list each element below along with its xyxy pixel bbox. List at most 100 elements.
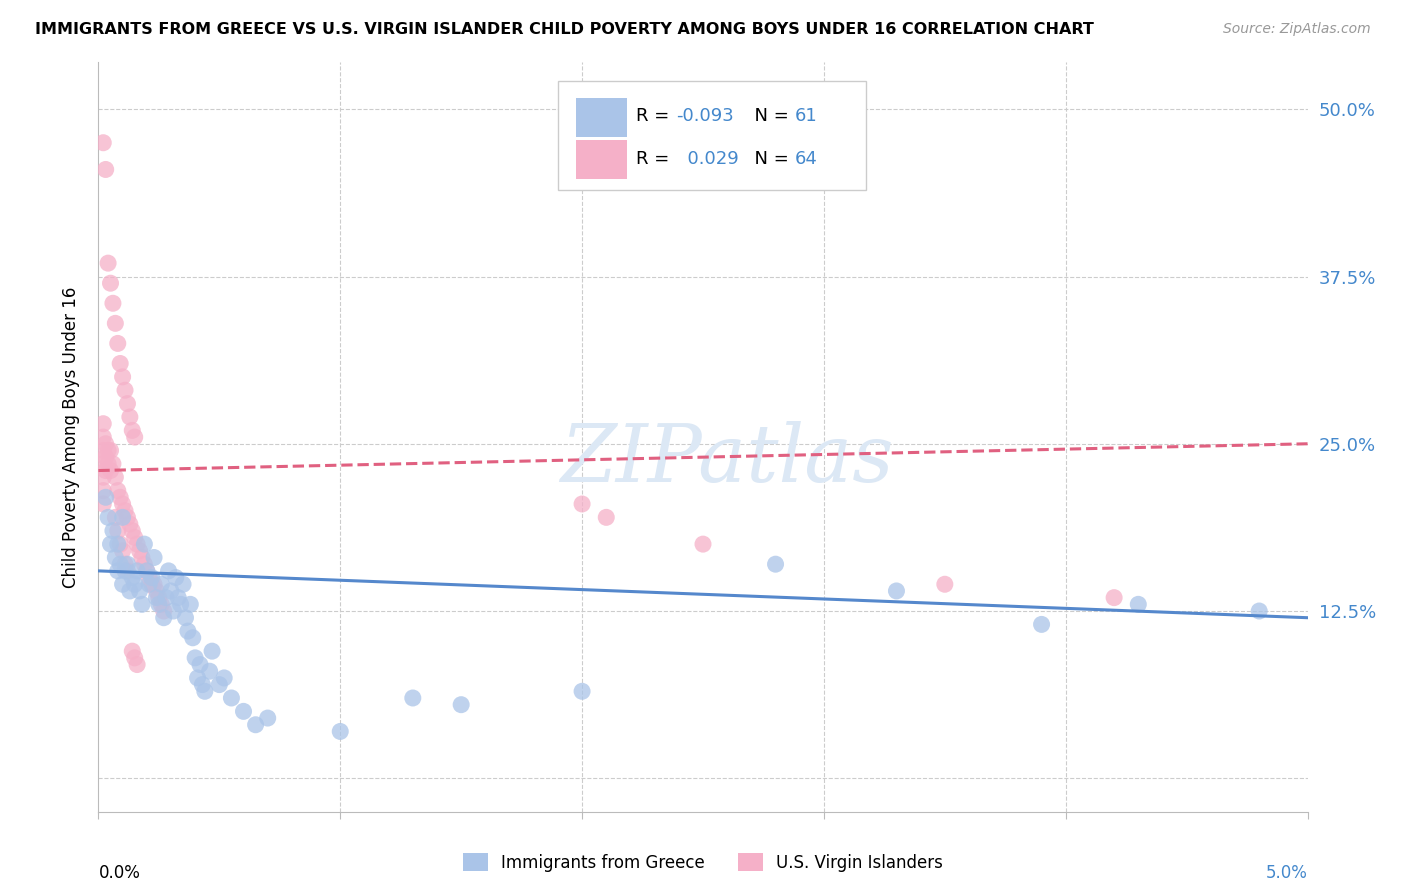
Point [121,571,143,585]
Point [172,577,194,591]
Point [1249,604,1271,618]
Point [114,564,136,578]
Point [111,543,134,558]
FancyBboxPatch shape [576,140,627,178]
Point [150,598,173,612]
Point [127,564,149,578]
Point [169,598,191,612]
Point [114,503,136,517]
Point [104,510,127,524]
Point [167,591,190,605]
Point [595,510,617,524]
Point [91,443,114,458]
Point [571,497,593,511]
Text: N =: N = [742,107,794,126]
Y-axis label: Child Poverty Among Boys Under 16: Child Poverty Among Boys Under 16 [62,286,80,588]
Point [329,724,352,739]
Point [886,583,908,598]
Point [245,717,267,731]
FancyBboxPatch shape [558,81,866,190]
Text: R =: R = [637,107,675,126]
Point [152,611,174,625]
Point [160,583,183,598]
Point [692,537,714,551]
Point [117,564,139,578]
Point [108,537,131,551]
Point [94,450,117,465]
Text: IMMIGRANTS FROM GREECE VS U.S. VIRGIN ISLANDER CHILD POVERTY AMONG BOYS UNDER 16: IMMIGRANTS FROM GREECE VS U.S. VIRGIN IS… [35,22,1094,37]
Text: 64: 64 [794,150,818,168]
Point [91,136,114,150]
Point [179,598,201,612]
Point [138,571,160,585]
Point [91,430,114,444]
Point [124,430,146,444]
Point [134,537,156,551]
Point [145,583,167,598]
Point [107,524,129,538]
Point [124,530,146,544]
Point [135,564,157,578]
Point [118,583,141,598]
Point [114,384,136,398]
Point [117,510,139,524]
Point [111,510,134,524]
Point [104,550,127,565]
Point [174,611,197,625]
Point [187,671,209,685]
Point [157,564,180,578]
Point [107,483,129,498]
Point [152,604,174,618]
Point [91,457,114,471]
Point [114,557,136,572]
Point [124,577,146,591]
Point [91,497,114,511]
Point [138,577,160,591]
Point [571,684,593,698]
Point [111,577,134,591]
Point [134,557,156,572]
Point [143,577,166,591]
Point [100,537,122,551]
Point [111,369,134,384]
Point [155,591,177,605]
Point [117,557,139,572]
Point [150,577,173,591]
Text: Source: ZipAtlas.com: Source: ZipAtlas.com [1223,22,1371,37]
Point [128,543,150,558]
Point [198,664,221,679]
Point [121,524,143,538]
Point [1102,591,1125,605]
Point [124,651,146,665]
Point [108,557,131,572]
Point [117,396,139,410]
Point [450,698,472,712]
Point [104,470,127,484]
Point [191,678,214,692]
Point [94,437,117,451]
Point [100,443,122,458]
Point [402,690,425,705]
Point [91,417,114,431]
Point [127,537,149,551]
Point [100,277,122,291]
Point [128,583,150,598]
Point [101,524,124,538]
Point [97,443,120,458]
Point [107,537,129,551]
Point [232,705,254,719]
Text: R =: R = [637,150,675,168]
Point [97,256,120,270]
Text: 61: 61 [794,107,818,126]
Point [107,336,129,351]
Point [97,457,120,471]
Point [94,464,117,478]
Point [934,577,956,591]
Point [141,571,163,585]
Point [194,684,217,698]
Point [101,296,124,310]
Point [118,410,141,425]
Point [100,464,122,478]
Point [148,591,170,605]
Point [118,517,141,532]
